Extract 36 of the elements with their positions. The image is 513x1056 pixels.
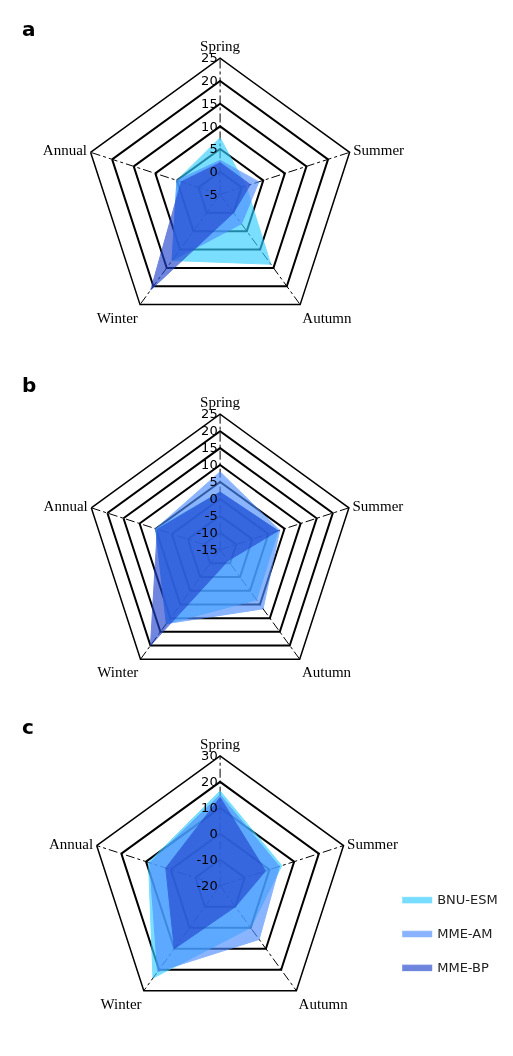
spoke-label: Winter — [96, 309, 138, 326]
y-tick-label: 15 — [201, 95, 218, 111]
y-tick-label: 15 — [201, 440, 218, 456]
y-tick-label: -10 — [196, 524, 218, 540]
y-tick-label: 5 — [209, 141, 218, 157]
spoke-label: Annual — [42, 142, 87, 159]
spoke-label: Autumn — [302, 309, 353, 326]
legend-label: MME-AM — [437, 926, 493, 942]
spoke-label: Summer — [353, 142, 405, 159]
chart-title: a — [22, 17, 36, 41]
spoke-label: Autumn — [301, 664, 352, 681]
spoke-label: Annual — [48, 835, 94, 852]
legend-label: BNU-ESM — [437, 892, 498, 908]
y-tick-label: -10 — [196, 851, 218, 867]
chart-title: c — [22, 715, 34, 739]
y-tick-label: -5 — [204, 186, 218, 202]
y-tick-label: 20 — [201, 774, 218, 790]
y-tick-label: -15 — [196, 541, 218, 557]
y-tick-label: 5 — [209, 474, 218, 490]
y-tick-label: -20 — [196, 877, 218, 893]
spoke-label: Summer — [347, 835, 398, 852]
y-tick-label: 20 — [201, 73, 218, 89]
y-tick-label: -5 — [204, 508, 218, 524]
spoke-label: Annual — [43, 497, 88, 514]
y-tick-label: 20 — [201, 423, 218, 439]
y-tick-label: 0 — [209, 491, 218, 507]
y-tick-label: 10 — [201, 457, 218, 473]
legend-label: MME-BP — [437, 960, 489, 976]
spoke-label: Winter — [100, 995, 142, 1012]
y-tick-label: 0 — [209, 826, 218, 841]
spoke-label: Autumn — [298, 995, 349, 1012]
y-tick-label: 0 — [209, 163, 218, 179]
spoke-label: Summer — [352, 497, 404, 514]
chart-title: b — [22, 373, 37, 397]
spoke-label: Winter — [97, 664, 139, 681]
y-tick-label: 10 — [201, 800, 218, 816]
